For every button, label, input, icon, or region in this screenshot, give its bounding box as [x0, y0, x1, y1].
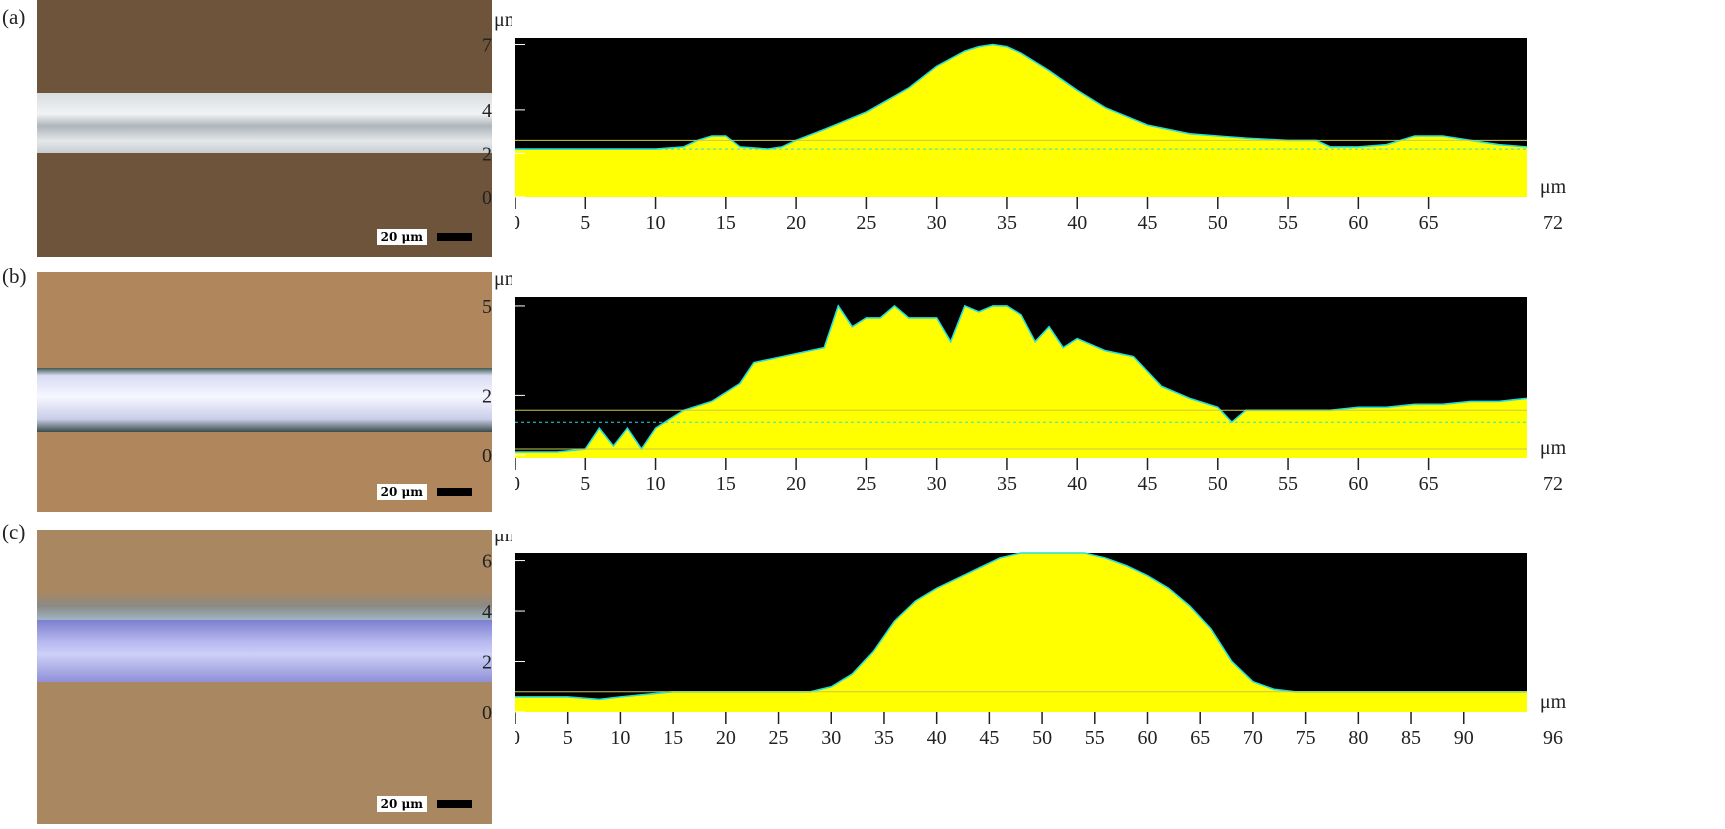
x-tick-label: 90 — [1454, 727, 1474, 749]
x-end-label: 96 — [1543, 727, 1563, 749]
x-tick-label: 10 — [646, 473, 666, 495]
x-tick-label: 35 — [997, 212, 1017, 234]
x-tick-label: 30 — [927, 473, 947, 495]
x-tick-label: 45 — [1138, 473, 1158, 495]
y-axis-labels: 0 2 4 7μm — [482, 9, 512, 209]
height-profile-a: 0 5 10 15 20 25 30 35 40 45 50 55 60 65 72 μm — [515, 38, 1567, 234]
height-profile-b: 0 5 10 15 20 25 30 35 40 45 50 55 60 65 72 μm — [515, 297, 1567, 495]
x-unit-label: μm — [1540, 437, 1567, 459]
x-tick-label: 15 — [716, 212, 736, 234]
scale-bar-c: 20 μm — [376, 796, 472, 812]
y-tick-label: 0 — [482, 702, 492, 724]
y-axis-label: μm — [494, 268, 512, 290]
profile-fill — [515, 44, 1527, 197]
x-tick-label: 55 — [1278, 473, 1298, 495]
scale-bar-mark-a — [437, 233, 472, 241]
x-end-label: 72 — [1543, 212, 1563, 234]
x-tick-label: 55 — [1278, 212, 1298, 234]
y-tick-label: 2 — [482, 143, 492, 165]
x-tick-label: 60 — [1348, 473, 1368, 495]
y-axis-labels: 0 2 5μm — [482, 268, 512, 467]
micrograph-a: 20 μm — [37, 0, 492, 257]
height-profile-c: 0 5 10 15 20 25 30 35 40 45 50 55 60 65 70 75 80 85 90 96 μm — [515, 552, 1567, 749]
x-tick-label: 5 — [580, 473, 590, 495]
x-tick-label: 65 — [1419, 473, 1439, 495]
y-tick-label: 4 — [482, 601, 492, 623]
x-tick-label: 65 — [1419, 212, 1439, 234]
panel-label-c: (c) — [2, 520, 26, 544]
y-axis-labels: 0 2 4 6μm — [482, 534, 512, 724]
profile-fill — [515, 305, 1527, 458]
x-tick-label: 0 — [515, 473, 520, 495]
panel-label-a: (a) — [2, 5, 26, 29]
profile-outline — [515, 43, 1528, 150]
profile-fill — [515, 553, 1527, 712]
x-tick-label: 0 — [515, 727, 520, 749]
micrograph-b: 20 μm — [37, 272, 492, 512]
y-axis-label: μm — [494, 534, 512, 546]
x-tick-label: 80 — [1348, 727, 1368, 749]
x-tick-label: 60 — [1348, 212, 1368, 234]
scale-bar-b: 20 μm — [376, 484, 472, 500]
scale-bar-label-a: 20 μm — [376, 229, 427, 245]
micrograph-c: 20 μm — [37, 530, 492, 824]
x-tick-label: 5 — [563, 727, 573, 749]
x-tick-label: 35 — [874, 727, 894, 749]
x-tick-label: 75 — [1296, 727, 1316, 749]
x-tick-label: 55 — [1085, 727, 1105, 749]
x-tick-label: 25 — [856, 473, 876, 495]
y-tick-label: 6 — [482, 551, 492, 573]
x-tick-label: 15 — [663, 727, 683, 749]
x-tick-label: 10 — [610, 727, 630, 749]
deposited-line-b — [37, 368, 492, 432]
x-tick-label: 45 — [979, 727, 999, 749]
x-tick-label: 45 — [1138, 212, 1158, 234]
y-tick-label: 0 — [482, 445, 492, 467]
y-tick-label: 2 — [482, 385, 492, 407]
x-tick-label: 70 — [1243, 727, 1263, 749]
x-tick-label: 30 — [821, 727, 841, 749]
x-tick-label: 10 — [646, 212, 666, 234]
scale-bar-label-b: 20 μm — [376, 484, 427, 500]
x-tick-label: 35 — [997, 473, 1017, 495]
y-tick-label: 2 — [482, 652, 492, 674]
y-tick-label: 0 — [482, 187, 492, 209]
panel-label-b: (b) — [2, 264, 27, 288]
x-unit-label: μm — [1540, 176, 1567, 198]
x-tick-label: 25 — [856, 212, 876, 234]
x-tick-label: 25 — [769, 727, 789, 749]
x-tick-label: 20 — [786, 473, 806, 495]
x-tick-label: 20 — [786, 212, 806, 234]
deposited-line-c-core — [37, 620, 492, 682]
x-tick-label: 50 — [1208, 212, 1228, 234]
x-tick-label: 50 — [1208, 473, 1228, 495]
deposited-line-c — [37, 592, 492, 620]
x-tick-label: 30 — [927, 212, 947, 234]
x-tick-label: 65 — [1190, 727, 1210, 749]
deposited-line-a — [37, 93, 492, 153]
x-tick-label: 40 — [927, 727, 947, 749]
y-tick-label: 7 — [482, 35, 492, 57]
x-tick-label: 5 — [580, 212, 590, 234]
x-tick-label: 60 — [1138, 727, 1158, 749]
x-tick-label: 40 — [1067, 212, 1087, 234]
scale-bar-mark-b — [437, 488, 472, 496]
x-tick-label: 20 — [716, 727, 736, 749]
x-tick-label: 15 — [716, 473, 736, 495]
x-end-label: 72 — [1543, 473, 1563, 495]
y-tick-label: 4 — [482, 100, 492, 122]
y-tick-label: 5 — [482, 296, 492, 318]
scale-bar-label-c: 20 μm — [376, 796, 427, 812]
y-axis-label: μm — [494, 9, 512, 31]
x-tick-label: 0 — [515, 212, 520, 234]
x-tick-label: 40 — [1067, 473, 1087, 495]
x-unit-label: μm — [1540, 691, 1567, 713]
x-tick-label: 85 — [1401, 727, 1421, 749]
x-tick-label: 50 — [1032, 727, 1052, 749]
scale-bar-mark-c — [437, 800, 472, 808]
scale-bar-a: 20 μm — [376, 229, 472, 245]
